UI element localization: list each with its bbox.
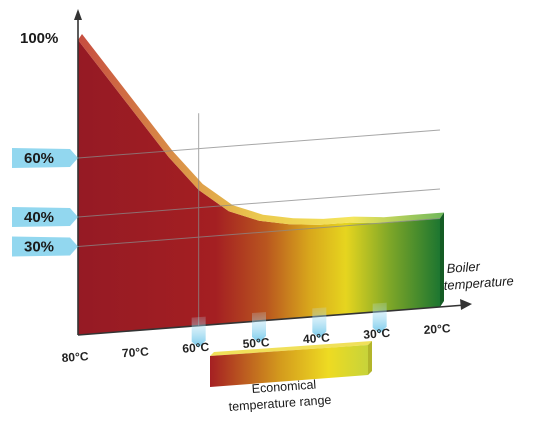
y-tick-label: 30%: [24, 239, 54, 256]
x-ticks: 80°C 70°C 60°C 50°C 40°C 30°C 20°C: [61, 302, 451, 365]
y-tick-tab: [12, 207, 78, 227]
gridline-horizontal: [77, 218, 441, 247]
x-tick-label: 70°C: [122, 344, 150, 360]
economical-range-label-line2: temperature range: [228, 393, 332, 414]
economical-range: Economical temperature range: [210, 341, 372, 414]
x-tick-marker: [191, 316, 206, 348]
x-axis-title-line1: Boiler: [446, 259, 481, 276]
y-ticks: 100% 60% 40% 30%: [12, 30, 78, 257]
x-tick-label: 30°C: [363, 326, 391, 342]
x-tick-marker: [312, 307, 327, 339]
area-series: [78, 34, 444, 335]
gridline-horizontal: [77, 129, 441, 159]
y-tick-label: 60%: [24, 150, 54, 167]
x-tick-marker: [252, 312, 266, 343]
x-tick-label: 50°C: [242, 335, 270, 351]
y-tick-tab: [12, 236, 78, 257]
x-tick-label: 80°C: [61, 349, 89, 365]
economical-range-top: [210, 341, 372, 356]
economical-range-label-line1: Economical: [251, 378, 316, 396]
x-axis-title: Boiler temperature: [443, 259, 514, 293]
x-tick-label: 40°C: [303, 330, 331, 346]
gridline-horizontal: [77, 188, 441, 218]
y-tick-tab: [12, 148, 78, 168]
x-tick-label: 60°C: [182, 340, 210, 356]
x-tick-marker: [372, 302, 387, 334]
y-axis-arrow: [74, 9, 82, 20]
x-tick-label: 20°C: [423, 321, 451, 337]
x-axis: [77, 304, 466, 336]
gridlines: [77, 113, 441, 326]
economical-range-side: [368, 341, 372, 375]
x-axis-title-line2: temperature: [443, 273, 514, 293]
y-tick-label: 40%: [24, 209, 54, 226]
area-front-face: [78, 40, 440, 335]
area-side-face: [440, 212, 444, 307]
area-top-face: [78, 34, 444, 225]
economical-range-bar: [210, 345, 368, 387]
y-tick-label: 100%: [20, 30, 58, 47]
x-axis-arrow: [460, 299, 472, 310]
